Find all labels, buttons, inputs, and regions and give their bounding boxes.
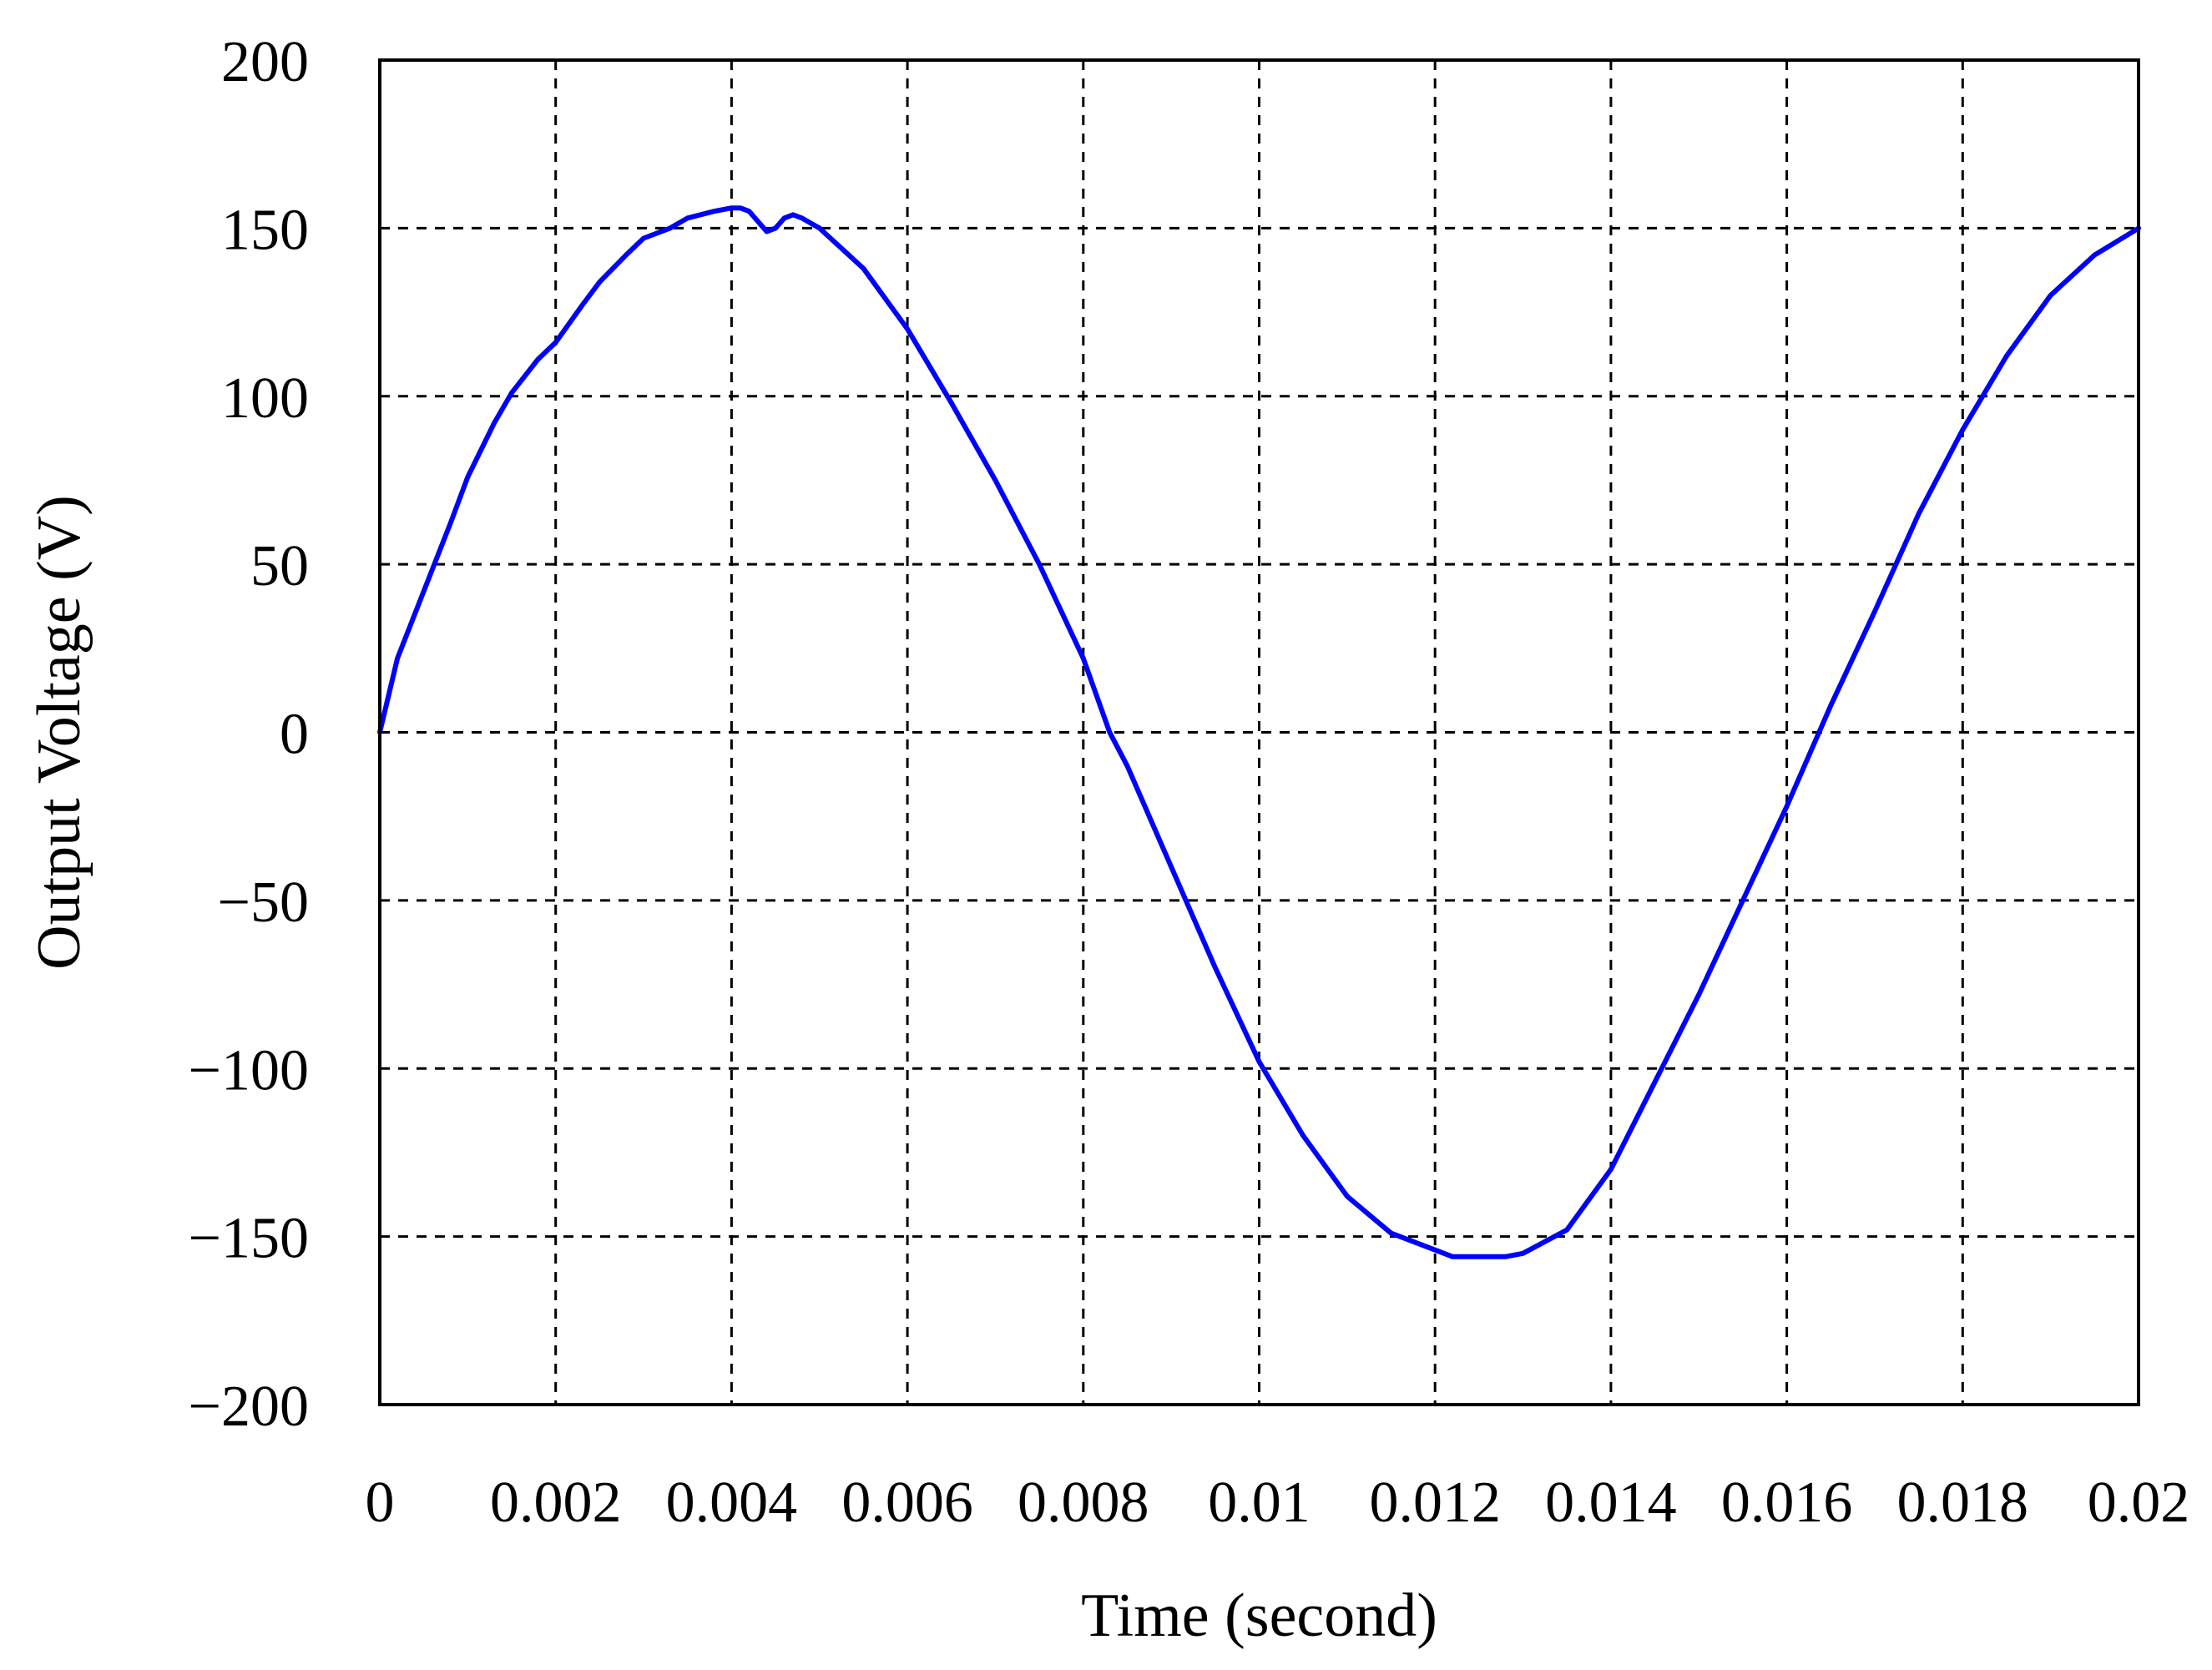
- x-tick-label: 0.014: [1545, 1471, 1677, 1535]
- x-tick-label: 0.002: [490, 1471, 622, 1535]
- y-tick-label: 100: [221, 366, 309, 431]
- y-tick-label: 200: [221, 30, 309, 94]
- x-tick-label: 0.004: [666, 1471, 798, 1535]
- series-layer: [377, 205, 2141, 1259]
- y-tick-label: −100: [189, 1038, 309, 1102]
- x-tick-label: 0.008: [1018, 1471, 1149, 1535]
- x-tick-label: 0: [366, 1471, 395, 1535]
- y-axis-label: Output Voltage (V): [25, 495, 93, 970]
- x-tick-labels: 0 0.002 0.004 0.006 0.008 0.01 0.012 0.014 0.016…: [366, 1471, 2190, 1535]
- x-tick-label: 0.012: [1369, 1471, 1501, 1535]
- y-tick-label: −200: [189, 1375, 309, 1439]
- x-tick-label: 0.018: [1897, 1471, 2029, 1535]
- x-tick-label: 0.016: [1721, 1471, 1853, 1535]
- x-tick-label: 0.02: [2088, 1471, 2190, 1535]
- x-tick-label: 0.006: [841, 1471, 973, 1535]
- plot-frame: [378, 58, 2140, 1406]
- series-line: [377, 205, 2141, 1259]
- y-tick-label: −50: [218, 870, 309, 935]
- y-tick-label: 50: [250, 534, 309, 598]
- y-tick-label: 150: [221, 198, 309, 262]
- grid-lines: [380, 60, 2139, 1405]
- y-tick-label: 0: [280, 703, 309, 767]
- y-tick-label: −150: [189, 1207, 309, 1271]
- x-axis-label: Time (second): [1081, 1582, 1437, 1650]
- x-tick-label: 0.01: [1208, 1471, 1311, 1535]
- y-tick-labels: 200 150 100 50 0 −50 −100 −150 −200: [189, 30, 309, 1439]
